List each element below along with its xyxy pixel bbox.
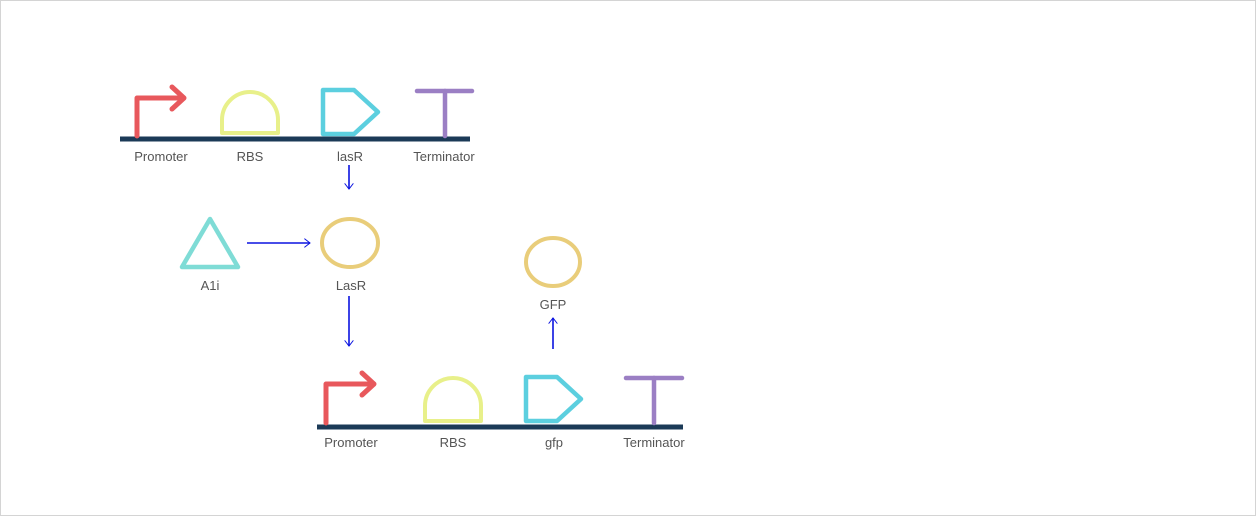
part-label-promoter: Promoter: [134, 149, 188, 164]
protein-label-lasr: LasR: [336, 278, 366, 293]
cds-icon: [523, 374, 584, 424]
inducer-label: A1i: [201, 278, 220, 293]
part-label-rbs: RBS: [237, 149, 264, 164]
terminator-icon: [623, 375, 685, 426]
construct-1: Promoter RBS lasR Terminator: [120, 84, 475, 164]
gfp-protein-icon: [524, 236, 582, 288]
inducer-triangle-icon: [179, 216, 241, 270]
part-label-cds: gfp: [545, 435, 563, 450]
rbs-icon: [220, 90, 280, 135]
rbs-icon: [423, 376, 483, 423]
terminator-icon: [414, 88, 475, 139]
part-label-rbs: RBS: [440, 435, 467, 450]
part-label-cds: lasR: [337, 149, 363, 164]
part-label-terminator: Terminator: [623, 435, 685, 450]
construct-2: Promoter RBS gfp Terminator: [317, 370, 685, 450]
signaling: A1i LasR: [179, 216, 380, 293]
protein-label-gfp: GFP: [540, 297, 567, 312]
part-label-promoter: Promoter: [324, 435, 378, 450]
cds-icon: [320, 87, 381, 137]
promoter-icon: [323, 370, 377, 426]
lasr-protein-icon: [320, 217, 380, 269]
promoter-icon: [134, 84, 187, 139]
part-label-terminator: Terminator: [413, 149, 475, 164]
